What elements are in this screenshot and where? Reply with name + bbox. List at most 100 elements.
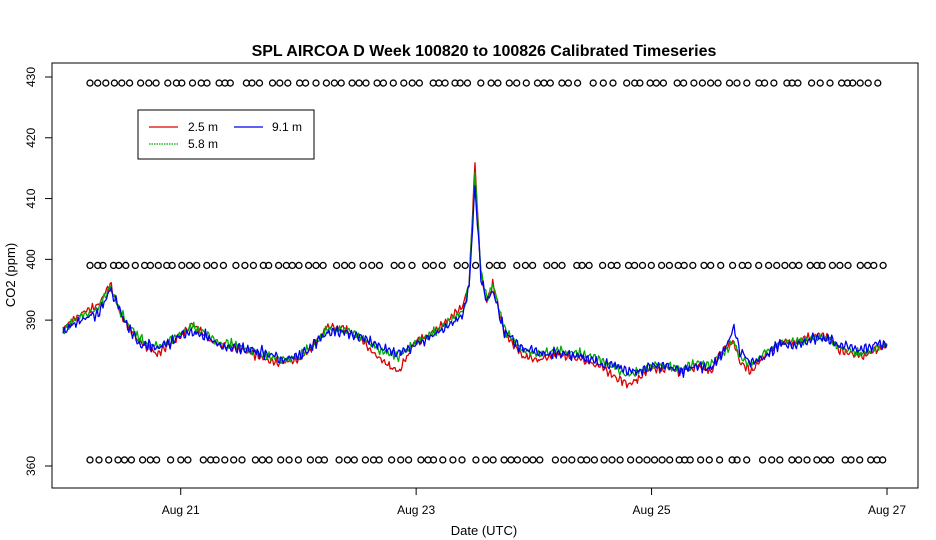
status-marker	[472, 456, 480, 464]
status-marker	[348, 79, 356, 87]
status-marker	[277, 456, 285, 464]
status-marker	[373, 79, 381, 87]
status-marker	[657, 261, 666, 270]
status-marker	[598, 261, 607, 270]
status-marker	[94, 79, 102, 87]
status-marker	[284, 79, 292, 87]
status-marker	[577, 456, 585, 464]
status-marker	[136, 79, 145, 87]
status-marker	[498, 261, 506, 270]
status-marker	[379, 79, 388, 87]
status-marker	[102, 79, 110, 87]
status-marker	[673, 79, 681, 87]
y-tick-label-1: 390	[24, 310, 38, 330]
status-marker	[375, 456, 383, 464]
status-marker	[221, 79, 229, 87]
status-marker	[707, 261, 715, 270]
status-marker	[813, 261, 821, 270]
status-marker	[585, 261, 593, 270]
status-marker	[643, 456, 651, 464]
x-axis-label: Date (UTC)	[451, 523, 517, 538]
status-marker	[343, 456, 352, 464]
status-marker	[863, 261, 872, 270]
status-marker	[99, 261, 107, 270]
status-marker	[666, 456, 674, 464]
status-marker	[638, 261, 647, 270]
status-marker	[630, 261, 639, 270]
status-marker	[646, 79, 654, 87]
x-tick-label-2: Aug 25	[633, 503, 671, 517]
status-marker	[714, 79, 722, 87]
status-marker	[867, 456, 875, 464]
status-marker	[178, 79, 186, 87]
status-marker	[226, 79, 234, 87]
status-marker	[362, 79, 370, 87]
status-marker	[429, 261, 437, 270]
status-marker	[453, 261, 461, 270]
status-marker	[429, 456, 438, 464]
series-line-5-8-m	[62, 171, 888, 377]
status-marker	[398, 261, 406, 270]
status-marker	[728, 261, 737, 270]
status-marker	[744, 261, 752, 270]
x-tick-label-3: Aug 27	[868, 503, 906, 517]
status-marker	[558, 79, 566, 87]
status-marker	[389, 79, 397, 87]
status-marker	[583, 456, 591, 464]
status-marker	[268, 79, 277, 87]
status-marker	[127, 456, 136, 464]
status-marker	[715, 456, 724, 464]
status-marker	[856, 261, 864, 270]
status-marker	[820, 456, 828, 464]
status-marker	[355, 79, 363, 87]
status-marker	[599, 79, 607, 87]
y-tick-label-3: 410	[24, 188, 38, 208]
status-marker	[706, 79, 715, 87]
status-marker	[590, 456, 599, 464]
status-marker	[560, 456, 568, 464]
x-tick-label-0: Aug 21	[162, 503, 200, 517]
status-marker	[705, 456, 713, 464]
status-marker	[319, 261, 327, 270]
status-marker	[700, 261, 708, 270]
status-marker	[285, 456, 293, 464]
status-marker	[500, 456, 508, 464]
status-marker	[238, 456, 246, 464]
status-marker	[870, 261, 878, 270]
status-marker	[404, 456, 413, 464]
status-marker	[626, 456, 635, 464]
status-marker	[543, 261, 551, 270]
y-tick-label-5: 430	[24, 67, 38, 87]
status-marker	[841, 456, 849, 464]
status-marker	[624, 261, 633, 270]
status-marker	[844, 261, 852, 270]
status-marker	[152, 79, 160, 87]
status-marker	[826, 79, 834, 87]
status-marker	[725, 79, 734, 87]
status-marker	[203, 261, 211, 270]
status-marker	[94, 261, 102, 270]
status-marker	[288, 261, 296, 270]
status-marker	[95, 456, 103, 464]
status-marker	[659, 79, 668, 87]
marker-row-middle	[86, 261, 887, 270]
status-marker	[461, 261, 469, 270]
status-marker	[487, 79, 495, 87]
status-marker	[505, 79, 513, 87]
status-marker	[494, 79, 502, 87]
status-marker	[528, 261, 537, 270]
status-marker	[794, 79, 802, 87]
marker-row-bottom	[86, 456, 887, 464]
status-marker	[86, 79, 94, 87]
status-marker	[131, 261, 139, 270]
status-marker	[138, 456, 147, 464]
status-marker	[689, 261, 697, 270]
status-marker	[265, 456, 273, 464]
status-marker	[221, 456, 229, 464]
status-marker	[166, 456, 175, 464]
status-marker	[828, 261, 837, 270]
status-marker	[665, 261, 674, 270]
status-marker	[438, 261, 446, 270]
status-marker	[507, 456, 515, 464]
series-line-9-1-m	[62, 185, 888, 379]
